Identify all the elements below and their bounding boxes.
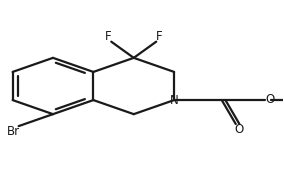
Text: O: O [266,93,275,106]
Text: N: N [170,94,179,107]
Text: O: O [234,123,243,136]
Text: Br: Br [7,125,20,138]
Text: F: F [156,30,163,43]
Text: F: F [105,30,111,43]
